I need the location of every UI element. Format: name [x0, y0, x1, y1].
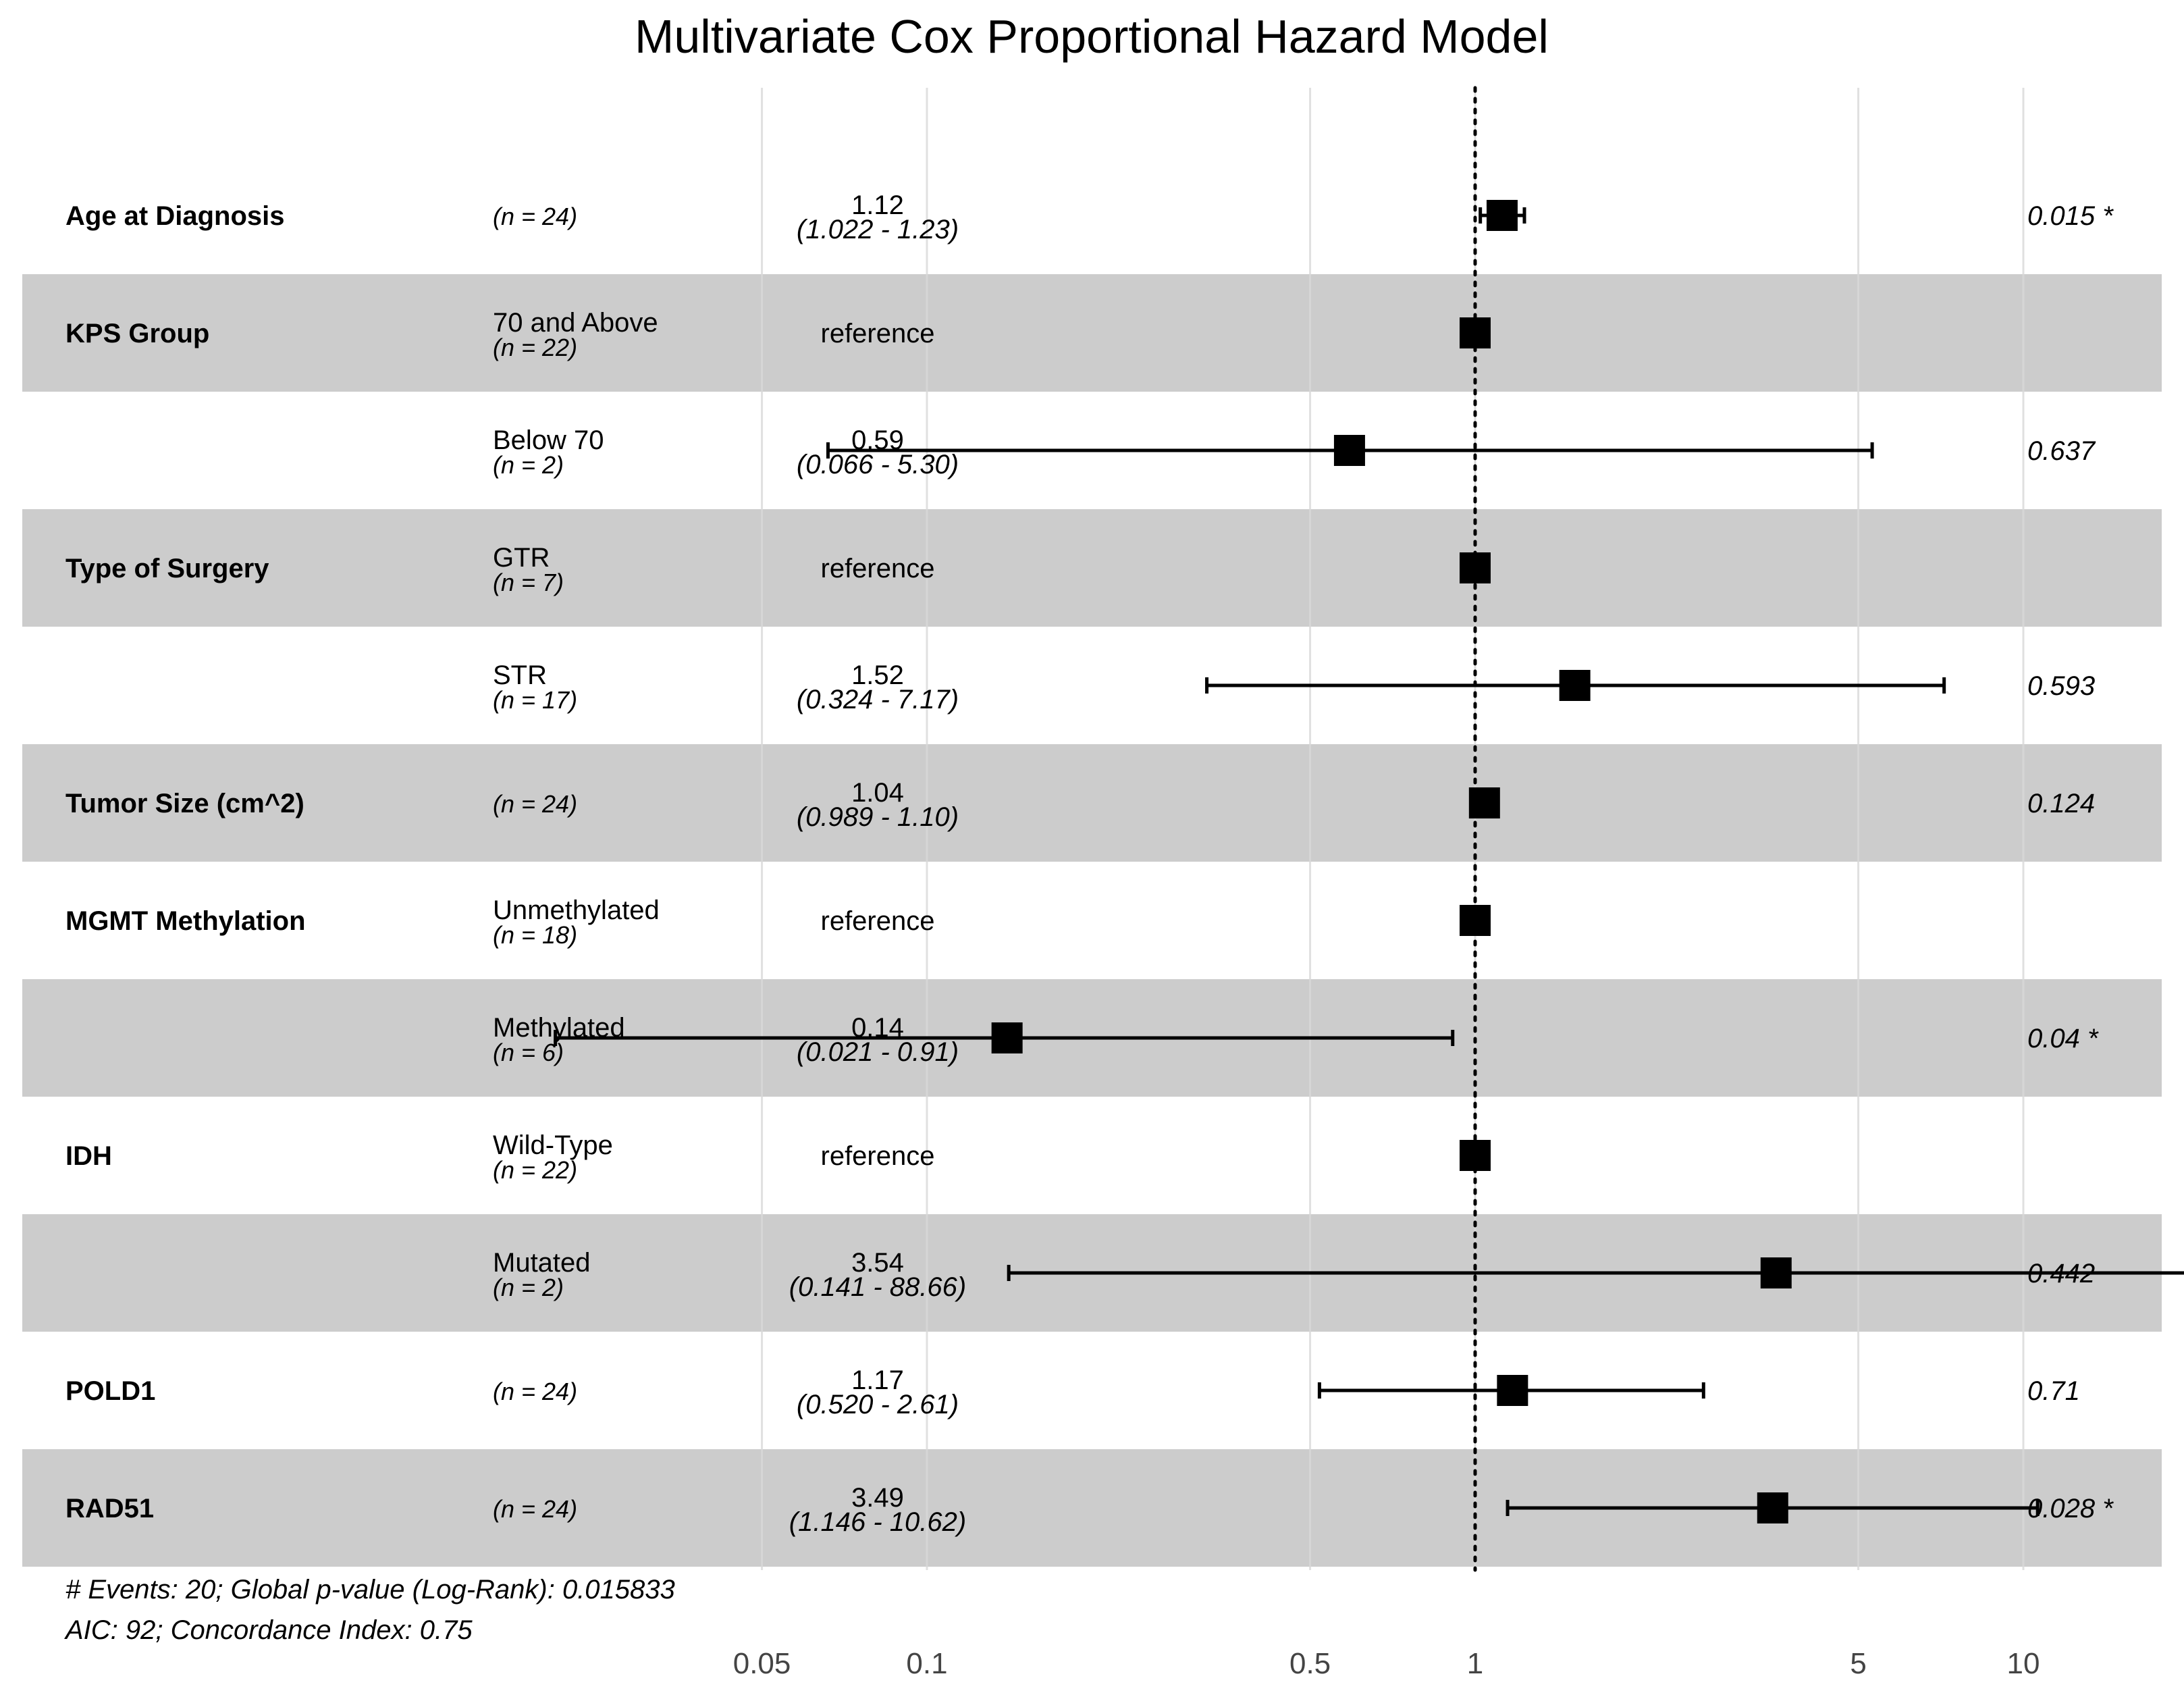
n-label: (n = 24): [493, 203, 577, 230]
level-label: GTR: [493, 543, 550, 573]
table-row: STR(n = 17) 1.52(0.324 - 7.17) 0.593: [493, 660, 2095, 714]
table-row: Methylated(n = 6)0.14(0.021 - 0.91) 0.04 …: [493, 1013, 2099, 1067]
estimate-value: reference: [821, 319, 935, 348]
confidence-interval: (1.146 - 10.62): [789, 1507, 966, 1537]
x-tick-label: 1: [1467, 1647, 1483, 1680]
estimate-value: 1.17: [851, 1365, 904, 1395]
table-row: KPS Group 70 and Above(n = 22) reference: [65, 308, 1491, 361]
confidence-interval: (0.520 - 2.61): [797, 1390, 959, 1419]
x-tick-label: 5: [1850, 1647, 1866, 1680]
n-label: (n = 17): [493, 686, 577, 714]
x-tick-label: 0.05: [733, 1647, 791, 1680]
level-label: Wild-Type: [493, 1130, 613, 1160]
confidence-interval: (0.989 - 1.10): [797, 802, 959, 832]
table-row: MGMT Methylation Unmethylated(n = 18) refe…: [65, 895, 1491, 949]
hr-marker: [1760, 1257, 1792, 1288]
n-label: (n = 22): [493, 334, 577, 361]
variable-label: MGMT Methylation: [65, 906, 306, 936]
level-label: Mutated: [493, 1248, 591, 1278]
table-row: Tumor Size (cm^2) (n = 24) 1.04(0.989 - 1.…: [65, 778, 2095, 832]
estimate-value: reference: [821, 906, 935, 936]
row-shade: [22, 509, 2162, 627]
p-value: 0.593: [2027, 671, 2095, 701]
hr-marker: [1460, 905, 1491, 936]
n-label: (n = 6): [493, 1039, 564, 1066]
hr-marker: [1757, 1492, 1788, 1523]
variable-label: POLD1: [65, 1376, 155, 1406]
level-label: Unmethylated: [493, 895, 660, 925]
hr-marker: [991, 1022, 1023, 1053]
hr-marker: [1559, 670, 1591, 701]
table-row: Below 70(n = 2)0.59(0.066 - 5.30) 0.637: [493, 425, 2096, 479]
table-row: Type of Surgery GTR(n = 7) reference: [65, 543, 1491, 596]
n-label: (n = 7): [493, 569, 564, 596]
hr-marker: [1333, 435, 1365, 466]
n-label: (n = 24): [493, 1495, 577, 1523]
variable-label: Tumor Size (cm^2): [65, 789, 304, 818]
table-row: POLD1 (n = 24) 1.17(0.520 - 2.61) 0.71: [65, 1365, 2080, 1419]
confidence-interval: (0.021 - 0.91): [797, 1037, 959, 1067]
n-label: (n = 24): [493, 790, 577, 818]
hr-marker: [1468, 787, 1500, 818]
estimate-value: 1.12: [851, 190, 904, 220]
confidence-interval: (1.022 - 1.23): [797, 215, 959, 244]
n-label: (n = 24): [493, 1378, 577, 1405]
confidence-interval: (0.066 - 5.30): [797, 450, 959, 479]
estimate-value: 1.04: [851, 778, 904, 808]
confidence-interval: (0.141 - 88.66): [789, 1272, 966, 1302]
estimate-value: reference: [821, 1141, 935, 1171]
x-tick-label: 0.5: [1289, 1647, 1331, 1680]
n-label: (n = 18): [493, 921, 577, 949]
x-tick-label: 0.1: [906, 1647, 947, 1680]
p-value: 0.04 *: [2027, 1024, 2099, 1053]
n-label: (n = 2): [493, 451, 564, 479]
level-label: 70 and Above: [493, 308, 658, 338]
level-label: Below 70: [493, 425, 604, 455]
table-row: Mutated(n = 2)3.54(0.141 - 88.66) 0.442: [493, 1248, 2184, 1302]
estimate-value: reference: [821, 554, 935, 583]
p-value: 0.71: [2027, 1376, 2080, 1406]
hr-marker: [1497, 1375, 1528, 1406]
table-row: RAD51 (n = 24) 3.49(1.146 - 10.62) 0.028 *: [65, 1483, 2114, 1537]
hr-marker: [1486, 200, 1518, 231]
p-value: 0.015 *: [2027, 201, 2114, 231]
p-value: 0.124: [2027, 789, 2095, 818]
variable-label: KPS Group: [65, 319, 209, 348]
n-label: (n = 22): [493, 1156, 577, 1184]
footnote-events: # Events: 20; Global p-value (Log-Rank):…: [65, 1575, 675, 1605]
x-tick-label: 10: [2007, 1647, 2040, 1680]
hr-marker: [1460, 552, 1491, 583]
p-value: 0.637: [2027, 436, 2096, 466]
row-shading: [22, 274, 2162, 1567]
variable-label: IDH: [65, 1141, 112, 1171]
rows: Age at Diagnosis (n = 24) 1.12(1.022 - 1.2…: [65, 190, 2184, 1537]
variable-label: Age at Diagnosis: [65, 201, 285, 231]
n-label: (n = 2): [493, 1274, 564, 1301]
chart-title: Multivariate Cox Proportional Hazard Mod…: [635, 10, 1549, 63]
p-value: 0.028 *: [2027, 1494, 2114, 1523]
estimate-value: 1.52: [851, 660, 904, 690]
footnote-aic: AIC: 92; Concordance Index: 0.75: [64, 1615, 473, 1645]
estimate-value: 3.54: [851, 1248, 904, 1278]
hr-marker: [1460, 317, 1491, 348]
hr-marker: [1460, 1140, 1491, 1171]
row-shade: [22, 744, 2162, 862]
table-row: IDH Wild-Type(n = 22) reference: [65, 1130, 1491, 1184]
row-shade: [22, 274, 2162, 392]
confidence-interval: (0.324 - 7.17): [797, 685, 959, 714]
variable-label: RAD51: [65, 1494, 154, 1523]
estimate-value: 3.49: [851, 1483, 904, 1513]
x-axis-ticks: 0.050.10.5151050100: [733, 1647, 2040, 1680]
variable-label: Type of Surgery: [65, 554, 269, 583]
table-row: Age at Diagnosis (n = 24) 1.12(1.022 - 1.2…: [65, 190, 2114, 244]
level-label: STR: [493, 660, 547, 690]
